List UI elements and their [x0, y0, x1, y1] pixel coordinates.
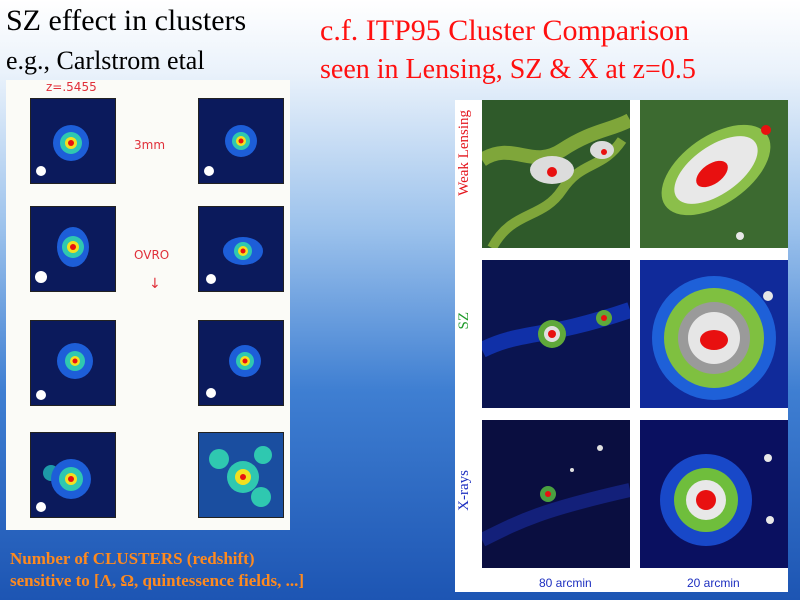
scale-label-right: 20 arcmin: [687, 576, 740, 590]
lensing-map-zoom: [640, 100, 788, 248]
slide-subtitle-left: e.g., Carlstrom etal: [6, 46, 205, 75]
row-label-xray: X-rays: [456, 470, 472, 511]
sz-maps-figure: z=.5455 3mm OVRO ↓: [6, 80, 290, 530]
sz-map-2: [198, 98, 284, 184]
arrow-down-icon: ↓: [149, 276, 161, 292]
slide-title-left: SZ effect in clusters: [6, 4, 247, 37]
row-label-sz: SZ: [456, 312, 472, 330]
footnote: Number of CLUSTERS (redshift) sensitive …: [10, 548, 304, 592]
xray-map-wide: [478, 420, 632, 568]
xray-map-zoom: [640, 420, 788, 568]
footnote-line-1: Number of CLUSTERS (redshift): [10, 549, 255, 568]
cluster-comparison-panel: Weak Lensing SZ X-rays: [455, 100, 788, 592]
sz-map-7: [30, 432, 116, 518]
scale-label-left: 80 arcmin: [539, 576, 592, 590]
label-ovro: OVRO: [134, 248, 170, 262]
sz-map-3: [30, 206, 116, 292]
lensing-map-wide: [478, 100, 634, 251]
sz-map-zoom: [640, 260, 788, 408]
row-label-lensing: Weak Lensing: [456, 110, 472, 196]
slide-subtitle-right: seen in Lensing, SZ & X at z=0.5: [320, 54, 696, 85]
slide-title-right: c.f. ITP95 Cluster Comparison: [320, 14, 690, 47]
footnote-line-2: sensitive to [Λ, Ω, quintessence fields,…: [10, 571, 305, 590]
label-3mm: 3mm: [134, 138, 166, 152]
sz-map-6: [198, 320, 284, 406]
sz-map-4: [198, 206, 284, 292]
sz-map-wide: [478, 260, 633, 408]
sz-map-1: [30, 98, 116, 184]
redshift-note: z=.5455: [46, 80, 97, 94]
sz-map-8: [198, 432, 284, 518]
sz-map-5: [30, 320, 116, 406]
